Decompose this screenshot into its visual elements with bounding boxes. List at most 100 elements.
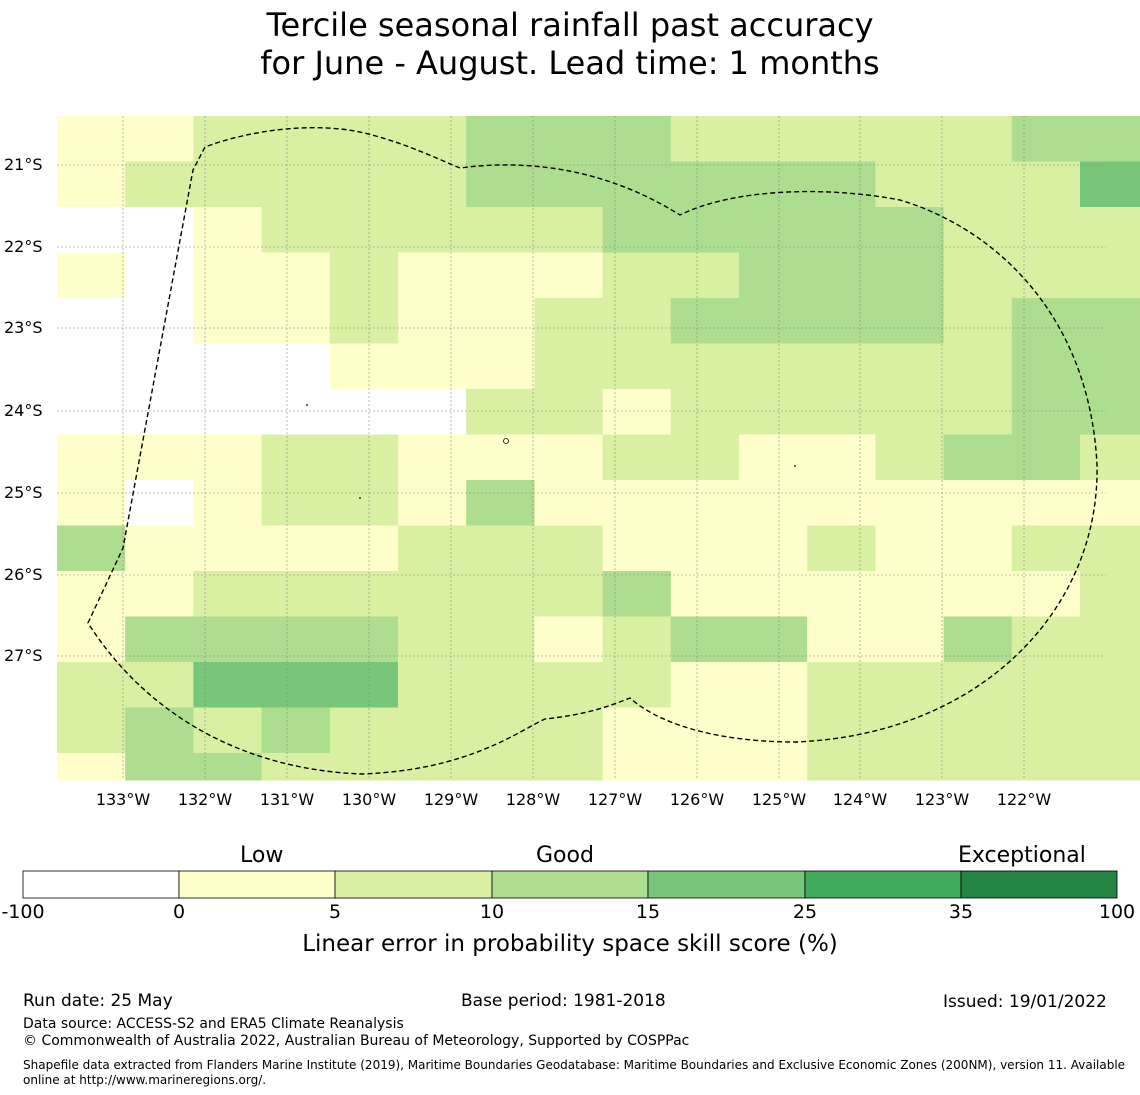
grid-cell [466, 389, 535, 435]
grid-cell [329, 753, 399, 781]
grid-cell [943, 571, 1013, 617]
grid-cell [329, 116, 399, 162]
grid-cell [1080, 434, 1140, 481]
grid-cell [398, 662, 467, 708]
grid-cell [807, 389, 876, 435]
grid-cell [125, 571, 194, 617]
grid-cell [943, 525, 1013, 572]
grid-cell [670, 571, 740, 617]
grid-cell [1011, 525, 1081, 572]
grid-cell [739, 753, 808, 781]
grid-cell [57, 525, 126, 572]
grid-cell [398, 616, 467, 663]
grid-cell [1011, 616, 1081, 663]
grid-cell [261, 616, 331, 663]
grid-cell [739, 434, 808, 481]
eez-boundary [87, 126, 1098, 775]
grid-cell [1011, 252, 1081, 299]
grid-cell [534, 389, 604, 435]
grid-cell [125, 389, 194, 435]
grid-cell [466, 116, 535, 162]
grid-cell [466, 252, 535, 299]
grid-cell [125, 116, 194, 162]
grid-cell [261, 298, 331, 344]
grid-cell [875, 389, 945, 435]
grid-cell [943, 753, 1013, 781]
grid-cell [398, 343, 467, 390]
grid-cell [602, 207, 672, 253]
category-exceptional: Exceptional [958, 843, 1086, 868]
grid-cell [261, 207, 331, 253]
grid-cell [670, 343, 740, 390]
grid-cell [739, 571, 808, 617]
grid-cell [398, 753, 467, 781]
grid-cell [125, 434, 194, 481]
latitude-label: 22°S [4, 237, 43, 256]
colorbar-swatch [647, 870, 806, 899]
grid-cell [261, 707, 331, 754]
grid-cell [875, 571, 945, 617]
grid-cell [807, 571, 876, 617]
grid-cell [670, 298, 740, 344]
grid-cell [329, 616, 399, 663]
grid-cell [329, 434, 399, 481]
grid-cell [670, 434, 740, 481]
grid-cell [739, 616, 808, 663]
grid-cell [57, 207, 126, 253]
grid-cell [57, 753, 126, 781]
grid-cell [125, 252, 194, 299]
grid-cell [329, 571, 399, 617]
grid-cell [1080, 161, 1140, 208]
longitude-label: 127°W [587, 790, 643, 809]
grid-cell [875, 252, 945, 299]
grid-cell [739, 707, 808, 754]
grid-cell [125, 753, 194, 781]
grid-cell [602, 616, 672, 663]
colorbar-swatch [334, 870, 493, 899]
grid-cell [670, 525, 740, 572]
category-good: Good [536, 843, 594, 868]
grid-cell [261, 389, 331, 435]
grid-cell [329, 252, 399, 299]
colorbar-tick-label: 5 [328, 901, 342, 923]
grid-cell [466, 753, 535, 781]
grid-cell [807, 298, 876, 344]
grid-cell [466, 298, 535, 344]
grid-cell [193, 116, 263, 162]
island-marker [794, 465, 796, 467]
longitude-label: 132°W [177, 790, 233, 809]
grid-cell [1011, 434, 1081, 481]
grid-cell [670, 161, 740, 208]
base-period: Base period: 1981-2018 [461, 991, 666, 1011]
grid-cell [807, 616, 876, 663]
grid-cell [602, 298, 672, 344]
grid-cell [534, 298, 604, 344]
grid-cell [534, 207, 604, 253]
grid-cell [1011, 389, 1081, 435]
grid-cell [125, 662, 194, 708]
grid-cell [125, 616, 194, 663]
data-source: Data source: ACCESS-S2 and ERA5 Climate … [23, 1016, 404, 1032]
grid-cell [534, 161, 604, 208]
grid-cell [125, 161, 194, 208]
grid-cell [534, 116, 604, 162]
grid-cell [398, 707, 467, 754]
run-date: Run date: 25 May [23, 991, 173, 1011]
grid-cell [739, 207, 808, 253]
grid-cell [534, 434, 604, 481]
grid-cell [1080, 116, 1140, 162]
grid-cell [807, 207, 876, 253]
grid-cell [602, 480, 672, 526]
grid-cell [943, 389, 1013, 435]
chart-title: Tercile seasonal rainfall past accuracy … [0, 6, 1140, 82]
grid-cell [57, 480, 126, 526]
title-line-1: Tercile seasonal rainfall past accuracy [266, 6, 874, 44]
grid-cell [329, 207, 399, 253]
grid-cell [398, 207, 467, 253]
grid-cell [1080, 662, 1140, 708]
grid-cell [602, 343, 672, 390]
grid-cell [57, 434, 126, 481]
longitude-label: 123°W [914, 790, 970, 809]
